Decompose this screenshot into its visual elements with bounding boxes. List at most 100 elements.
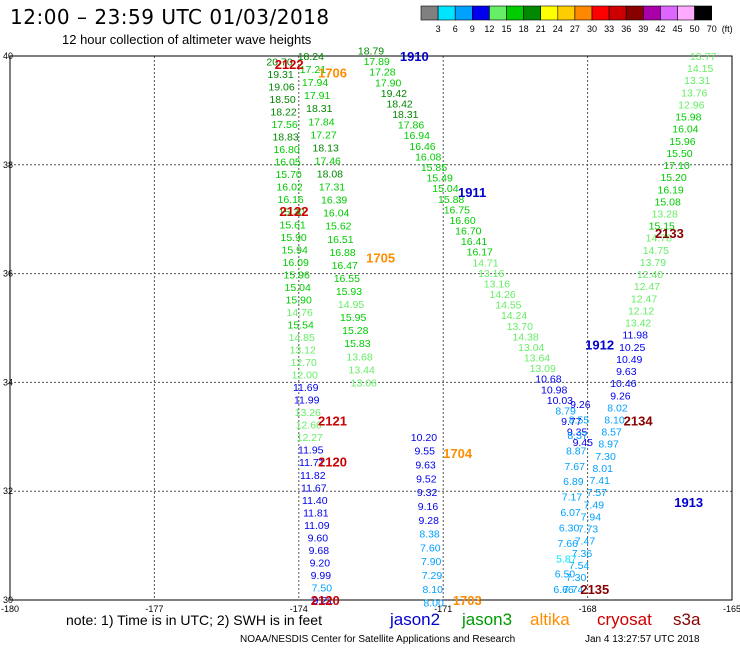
wave-height-point: 17.21 <box>300 64 326 76</box>
wave-height-point: 9.28 <box>419 515 440 527</box>
color-scale-swatch <box>540 5 559 21</box>
wave-height-point: 9.26 <box>610 390 631 402</box>
wave-height-point: 9.35 <box>567 427 588 439</box>
wave-height-point: 9.52 <box>416 473 437 485</box>
pass-label: 2133 <box>655 226 684 241</box>
y-tick-label: 38 <box>3 160 13 170</box>
color-scale-tick-label: 3 <box>436 24 441 34</box>
wave-height-point: 13.64 <box>524 353 550 365</box>
credit-line: NOAA/NESDIS Center for Satellite Applica… <box>240 634 516 645</box>
wave-height-point: 7.30 <box>595 451 616 463</box>
wave-height-point: 14.78 <box>646 233 672 245</box>
wave-height-point: 7.60 <box>420 542 441 554</box>
satellite-legend-cryosat: cryosat <box>597 610 652 629</box>
pass-label: 2134 <box>624 413 654 428</box>
wave-height-point: 13.26 <box>295 407 321 419</box>
wave-height-point: 13.76 <box>681 87 707 99</box>
wave-height-point: 16.17 <box>467 247 493 259</box>
color-scale-swatch <box>523 5 541 21</box>
wave-height-point: 16.41 <box>461 236 487 248</box>
wave-height-point: 14.24 <box>501 310 527 322</box>
wave-height-point: 7.30 <box>566 572 587 584</box>
wave-height-point: 10.25 <box>619 342 645 354</box>
wave-height-point: 8.87 <box>566 445 587 457</box>
wave-height-point: 11.09 <box>304 520 330 532</box>
wave-height-point: 18.22 <box>270 107 296 119</box>
color-scale-swatch <box>694 5 712 21</box>
wave-height-point: 8.01 <box>592 463 613 475</box>
wave-height-point: 9.16 <box>418 501 439 513</box>
wave-height-point: 18.79 <box>358 46 384 58</box>
color-scale-tick-label: 30 <box>587 24 597 34</box>
wave-height-point: 8.10 <box>604 414 625 426</box>
wave-height-point: 13.42 <box>625 318 651 330</box>
color-scale-tick-label: 24 <box>553 24 563 34</box>
wave-height-point: 20.70 <box>266 56 292 68</box>
footer-note: note: 1) Time is in UTC; 2) SWH is in fe… <box>66 612 322 628</box>
wave-height-point: 7.94 <box>581 511 602 523</box>
wave-height-point: 16.04 <box>323 208 349 220</box>
wave-height-point: 16.94 <box>404 130 430 142</box>
wave-height-point: 15.88 <box>438 194 464 206</box>
y-tick-label: 40 <box>3 51 13 61</box>
wave-height-point: 16.60 <box>449 215 475 227</box>
wave-height-point: 7.50 <box>312 582 333 594</box>
wave-height-point: 15.98 <box>675 112 701 124</box>
wave-height-point: 17.27 <box>310 129 336 141</box>
pass-label: 1911 <box>458 185 486 200</box>
wave-height-point: 13.16 <box>478 268 504 280</box>
wave-height-point: 14.26 <box>490 289 516 301</box>
wave-height-point: 17.89 <box>364 56 390 68</box>
wave-height-point: 13.06 <box>351 377 377 389</box>
wave-height-point: 6.30 <box>559 522 580 534</box>
color-scale-swatch <box>625 5 644 21</box>
wave-height-point: 17.86 <box>398 120 424 132</box>
color-scale-swatch <box>489 5 507 21</box>
color-scale-tick-label: 6 <box>453 24 458 34</box>
wave-height-point: 17.94 <box>302 77 328 89</box>
wave-height-point: 13.79 <box>640 257 666 269</box>
pass-label: 1706 <box>318 65 347 80</box>
wave-height-point: 6.66 <box>553 584 574 596</box>
wave-height-point: 14.75 <box>643 245 669 257</box>
wave-height-point: 17.10 <box>663 160 689 172</box>
wave-height-point: 18.50 <box>269 94 295 106</box>
wave-height-point: 8.38 <box>419 529 440 541</box>
wave-height-point: 15.83 <box>344 338 370 350</box>
pass-label: 2122 <box>280 204 309 219</box>
wave-height-point: 17.90 <box>375 77 401 89</box>
wave-height-point: 15.90 <box>286 294 312 306</box>
wave-height-point: 18.31 <box>306 103 332 115</box>
wave-height-point: 16.75 <box>444 204 470 216</box>
color-scale-swatch <box>660 5 678 21</box>
wave-height-point: 9.20 <box>310 557 331 569</box>
wave-height-point: 17.31 <box>319 182 345 194</box>
pass-label: 1705 <box>366 250 395 265</box>
wave-height-point: 13.31 <box>684 75 710 87</box>
wave-height-point: 11.99 <box>294 395 320 407</box>
wave-height-point: 8.57 <box>601 427 622 439</box>
wave-height-point: 13.12 <box>290 345 316 357</box>
wave-height-point: 12.96 <box>678 99 704 111</box>
wave-height-point: 13.04 <box>518 342 544 354</box>
wave-height-point: 17.28 <box>369 67 395 79</box>
color-scale-swatch <box>471 5 490 21</box>
wave-height-point: 16.19 <box>657 184 683 196</box>
color-scale-tick-label: 15 <box>501 24 511 34</box>
pass-label: 2120 <box>318 454 347 469</box>
wave-height-point: 10.68 <box>535 374 561 386</box>
wave-height-point: 11.82 <box>300 470 326 482</box>
y-tick-label: 36 <box>3 269 13 279</box>
wave-height-point: 11.40 <box>302 495 328 507</box>
wave-height-point: 8.02 <box>607 402 628 414</box>
wave-height-point: 10.03 <box>547 395 573 407</box>
wave-height-point: 7.67 <box>565 461 586 473</box>
wave-height-point: 10.49 <box>616 354 642 366</box>
color-scale-swatch <box>608 5 627 21</box>
wave-height-point: 9.68 <box>309 545 330 557</box>
wave-height-point: 15.94 <box>282 244 308 256</box>
wave-height-point: 13.77 <box>690 51 716 63</box>
wave-height-point: 7.74 <box>563 584 584 596</box>
x-tick-label: -165 <box>723 604 740 614</box>
